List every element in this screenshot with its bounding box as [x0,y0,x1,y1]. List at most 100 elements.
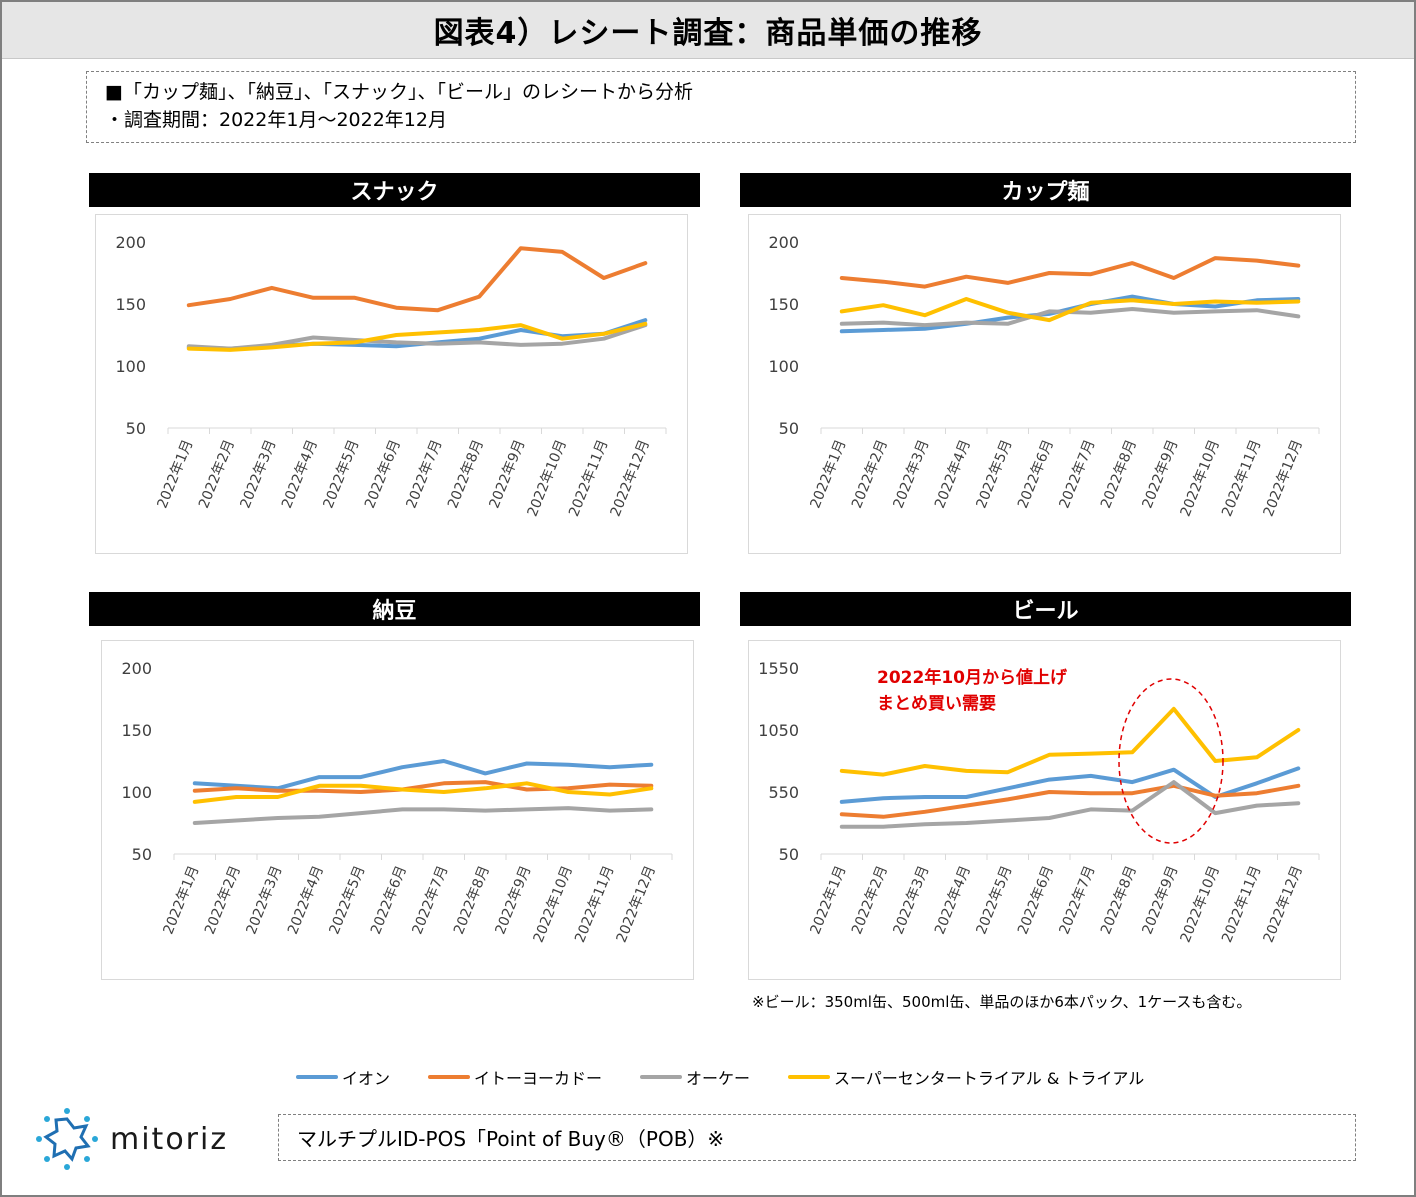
x-tick-label: 2022年6月 [368,864,410,937]
annotation-line-2: まとめ買い需要 [877,694,996,714]
x-tick-label: 2022年7月 [1056,864,1098,937]
x-tick-label: 2022年5月 [320,438,362,511]
analysis-note: ■「カップ麺」、「納豆」、「スナック」、「ビール」のレシートから分析 ・調査期間… [86,71,1356,143]
chart-snack: 200 150 100 50 2022年1月 2022年2月 2022年3月 2022年4月 2… [95,214,688,554]
series-line [839,783,1301,819]
x-tick-label: 2022年5月 [326,864,368,937]
x-tick-label: 2022年9月 [486,438,528,511]
y-tick-label: 200 [768,233,799,252]
chart-cup-noodles: 200 150 100 50 2022年1月 2022年2月 2022年3月 2022年4月 2… [748,214,1341,554]
legend-item: イトーヨーカドー [428,1065,602,1089]
x-tick-label: 2022年4月 [279,438,321,511]
panel-title-beer: ビール [740,592,1351,626]
x-tick-label: 2022年3月 [237,438,279,511]
y-tick-label: 1550 [758,659,799,678]
x-tick-label: 2022年1月 [807,864,849,937]
x-tick-label: 2022年4月 [932,864,974,937]
highlight-circle [1118,678,1224,844]
y-tick-label: 150 [768,295,799,314]
x-tick-label: 2022年6月 [362,438,404,511]
legend-swatch-ok [640,1075,683,1079]
x-tick-label: 2022年12月 [614,864,659,946]
x-tick-label: 2022年9月 [1139,438,1181,511]
y-tick-label: 550 [768,783,799,802]
y-tick-label: 100 [115,357,146,376]
panel-title-cup-noodles: カップ麺 [740,173,1351,207]
x-tick-label: 2022年12月 [1261,864,1306,946]
legend-swatch-itoyokado [428,1075,471,1079]
x-tick-label: 2022年2月 [849,438,891,511]
mitoriz-logo-icon [36,1108,98,1170]
x-tick-label: 2022年3月 [243,864,285,937]
x-tick-label: 2022年10月 [531,864,576,946]
page-title: 図表4）レシート調査：商品単価の推移 [2,2,1414,59]
chart-svg-beer: 1550 1050 550 50 2022年1月 2022年2月 2022年3月 2022年4… [758,659,1320,946]
chart-layer: 1550 1050 550 50 2022年1月 2022年2月 2022年3月 2022年4… [758,659,1320,946]
legend-item: スーパーセンタートライアル & トライアル [788,1065,1144,1089]
x-tick-label: 2022年8月 [451,864,493,937]
y-tick-label: 150 [115,295,146,314]
y-tick-label: 50 [132,845,152,864]
chart-beer: 1550 1050 550 50 2022年1月 2022年2月 2022年3月 2022年4… [748,640,1341,980]
x-tick-label: 2022年8月 [1098,864,1140,937]
x-tick-label: 2022年9月 [492,864,534,937]
x-tick-label: 2022年2月 [849,864,891,937]
x-tick-label: 2022年3月 [890,864,932,937]
series-line [839,256,1301,289]
x-tick-label: 2022年11月 [1219,864,1264,946]
chart-layer: 200 150 100 50 2022年1月 2022年2月 2022年3月 2022年4月 2… [768,233,1320,520]
y-tick-label: 100 [768,357,799,376]
x-tick-label: 2022年11月 [1219,438,1264,520]
y-tick-label: 200 [121,659,152,678]
x-tick-label: 2022年2月 [196,438,238,511]
x-tick-label: 2022年2月 [202,864,244,937]
x-tick-label: 2022年1月 [160,864,202,937]
x-tick-label: 2022年11月 [572,864,617,946]
y-tick-label: 50 [779,845,799,864]
x-tick-label: 2022年9月 [1139,864,1181,937]
legend: イオン イトーヨーカドー オーケー スーパーセンタートライアル & トライアル [296,1064,1182,1090]
y-tick-label: 50 [126,419,146,438]
x-tick-label: 2022年1月 [154,438,196,511]
series-line [192,806,654,825]
x-tick-label: 2022年8月 [445,438,487,511]
y-tick-label: 50 [779,419,799,438]
x-tick-label: 2022年7月 [409,864,451,937]
series-line [186,246,648,313]
note-line-2: ・調査期間：2022年1月～2022年12月 [105,109,447,131]
legend-label: オーケー [686,1069,751,1088]
x-tick-label: 2022年3月 [890,438,932,511]
series-line [186,321,648,352]
series-line [192,780,654,794]
panel-title-snack: スナック [89,173,700,207]
source-note: マルチプルID-POS「Point of Buy®（POB）※ [278,1114,1356,1161]
x-tick-label: 2022年6月 [1015,438,1057,511]
series-line [839,706,1301,777]
beer-footnote: ※ビール：350ml缶、500ml缶、単品のほか6本パック、1ケースも含む。 [752,993,1252,1011]
legend-item: イオン [296,1065,390,1089]
x-tick-label: 2022年10月 [1178,864,1223,946]
brand-logo: mitoriz [34,1106,228,1172]
x-tick-label: 2022年12月 [1261,438,1306,520]
series-line [186,323,648,351]
annotation-line-1: 2022年10月から値上げ [877,667,1068,688]
y-tick-label: 100 [121,783,152,802]
legend-item: オーケー [640,1065,750,1089]
series-line [192,759,654,791]
legend-label: イトーヨーカドー [474,1069,603,1088]
x-tick-label: 2022年12月 [608,438,653,520]
x-tick-label: 2022年11月 [566,438,611,520]
chart-natto: 200 150 100 50 2022年1月 2022年2月 2022年3月 2022年4月 2… [101,640,694,980]
x-tick-label: 2022年4月 [932,438,974,511]
x-tick-label: 2022年8月 [1098,438,1140,511]
panel-title-natto: 納豆 [89,592,700,626]
x-tick-label: 2022年7月 [1056,438,1098,511]
legend-swatch-trial [788,1075,831,1079]
x-tick-label: 2022年1月 [807,438,849,511]
y-tick-label: 150 [121,721,152,740]
series-line [839,780,1301,829]
x-tick-label: 2022年5月 [973,864,1015,937]
